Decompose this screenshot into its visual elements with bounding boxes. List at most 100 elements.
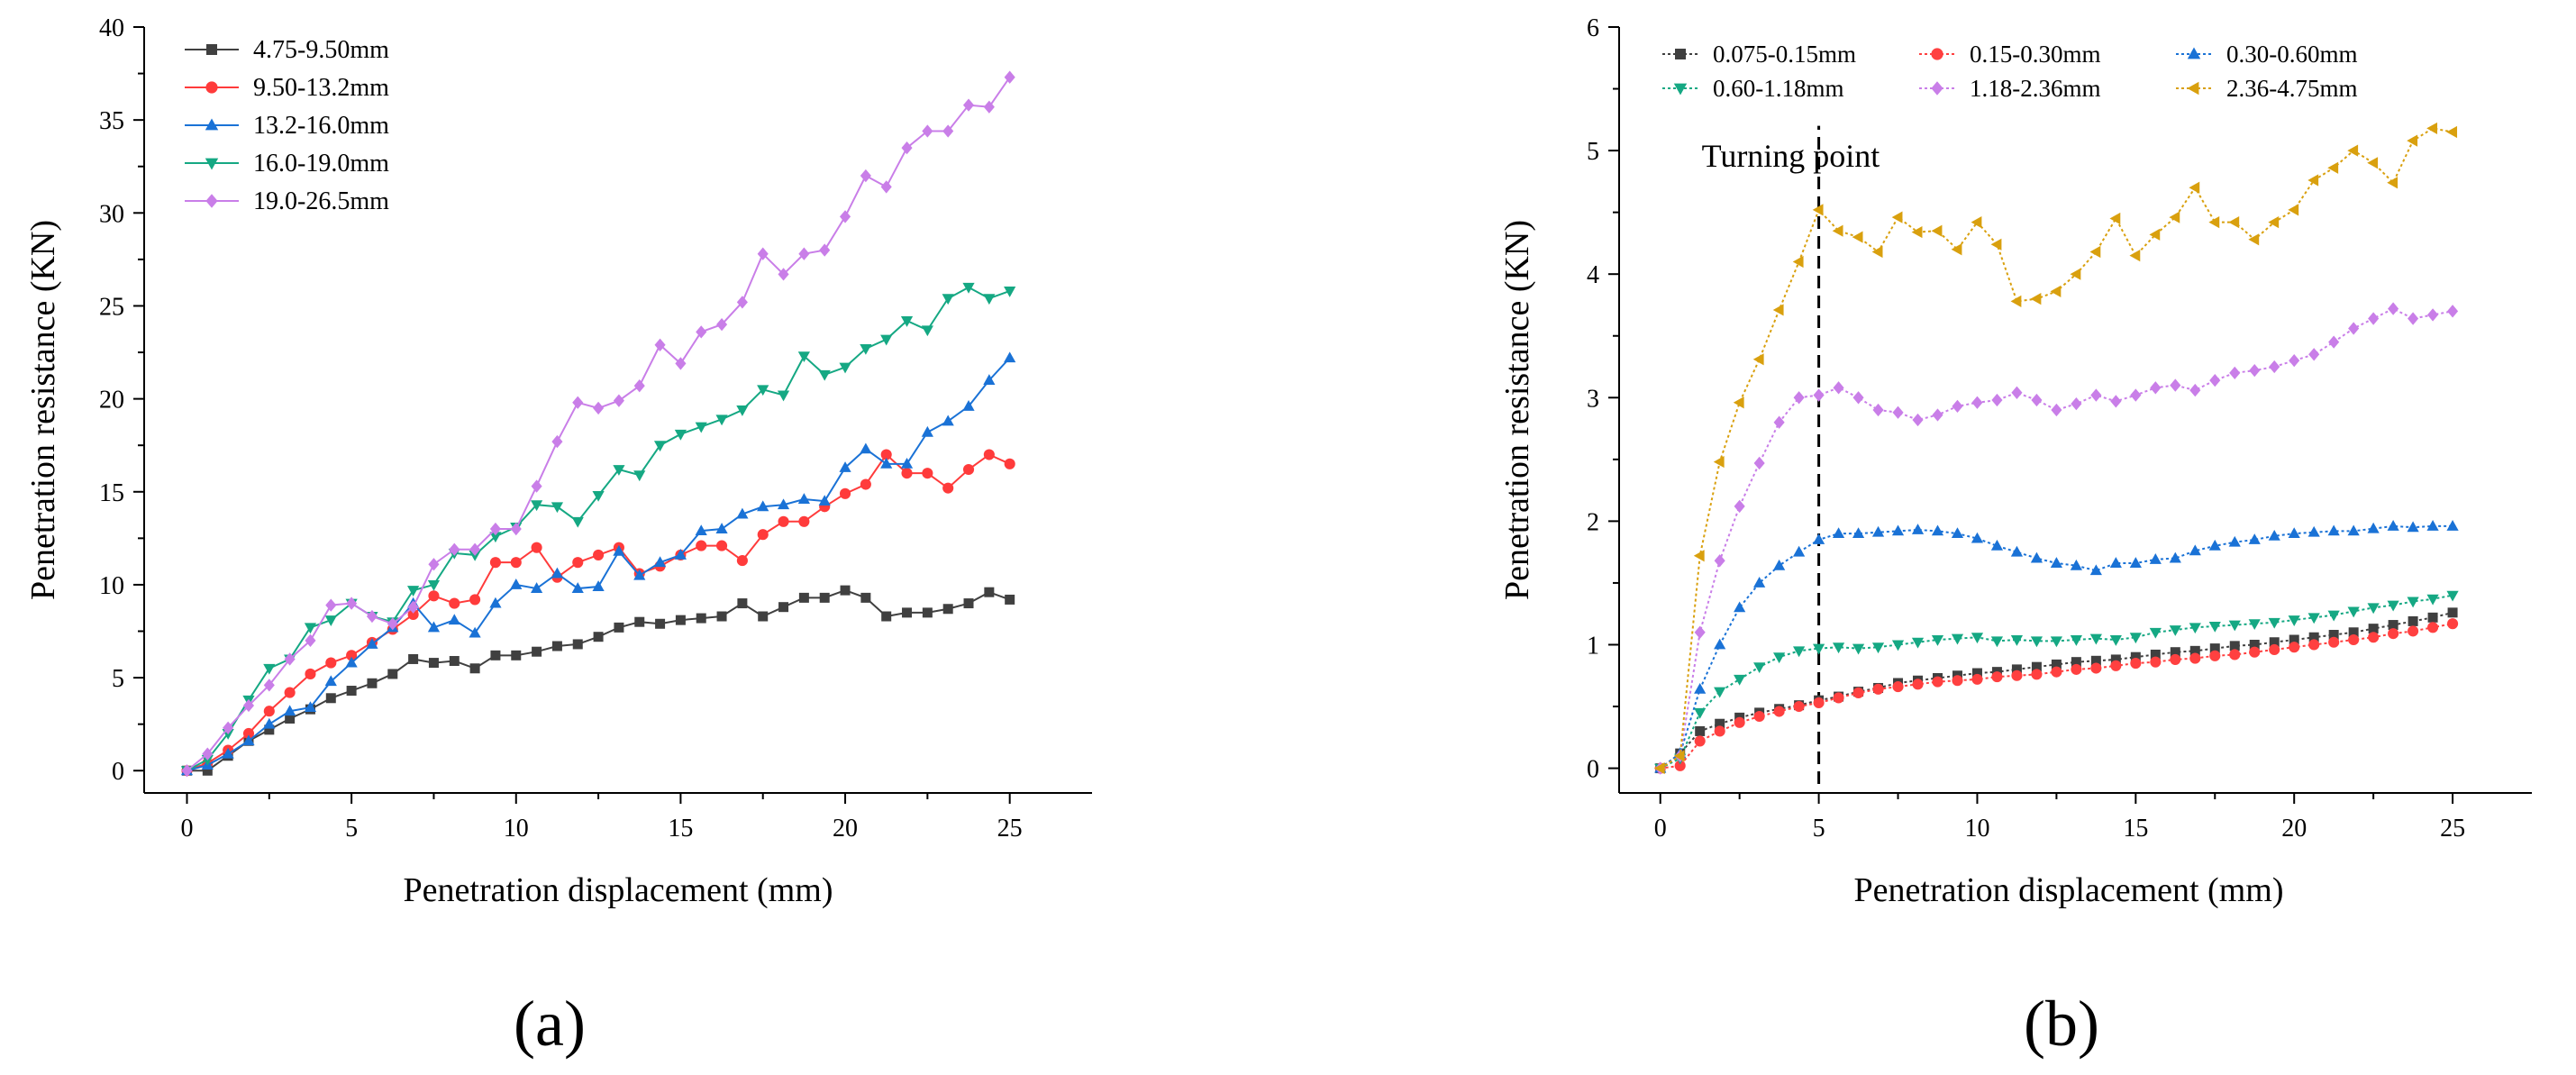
data-point xyxy=(1911,637,1925,649)
data-point xyxy=(881,611,892,622)
data-point xyxy=(2447,618,2459,630)
data-point xyxy=(324,615,337,627)
data-point xyxy=(325,657,337,669)
x-tick-label: 20 xyxy=(2281,815,2307,843)
data-point xyxy=(1715,718,1725,729)
data-point xyxy=(264,724,275,735)
legend: 0.075-0.15mm 0.15-0.30mm 0.30-0.60mm 0.60-1… xyxy=(1662,41,2358,102)
data-point xyxy=(1813,388,1825,402)
data-point xyxy=(757,247,769,260)
data-point xyxy=(1872,683,1884,695)
data-point xyxy=(2089,633,2102,645)
data-point xyxy=(2368,312,2380,325)
data-point xyxy=(2030,293,2042,305)
data-point xyxy=(2150,381,2162,395)
legend-label: 0.075-0.15mm xyxy=(1713,41,1856,68)
data-point xyxy=(2208,621,2221,633)
data-point xyxy=(2089,564,2102,576)
data-point xyxy=(798,247,810,260)
data-point xyxy=(1832,224,1843,237)
chart-panel-b: 0 5 10 15 20 25 0 1 2 3 4 5 6 Penetration displacemen… xyxy=(1498,14,2532,1060)
data-point xyxy=(2110,395,2122,408)
data-point xyxy=(305,633,316,647)
data-point xyxy=(2189,181,2200,194)
data-point xyxy=(2268,529,2280,541)
data-point xyxy=(757,385,769,396)
series-0.15-0.30mm xyxy=(1654,618,2459,774)
data-point xyxy=(715,523,728,533)
data-point xyxy=(675,357,687,370)
data-point xyxy=(1773,415,1785,429)
data-point xyxy=(1772,304,1784,316)
series-0.30-0.60mm xyxy=(1654,519,2459,773)
x-tick-label: 10 xyxy=(1964,815,1989,843)
data-point xyxy=(2208,539,2221,551)
data-point xyxy=(449,542,460,556)
data-point xyxy=(778,268,789,281)
data-point xyxy=(571,582,584,594)
series-1.18-2.36mm xyxy=(1654,302,2459,775)
data-point xyxy=(942,294,954,305)
data-point xyxy=(1912,679,1924,690)
legend-label: 9.50-13.2mm xyxy=(253,74,389,102)
data-point xyxy=(839,487,851,499)
data-point xyxy=(2446,125,2458,139)
x-tick-label: 25 xyxy=(2440,815,2465,843)
data-point xyxy=(325,598,337,612)
data-point xyxy=(2307,525,2320,537)
legend-label: 0.60-1.18mm xyxy=(1713,75,1844,102)
data-point xyxy=(1733,396,1744,409)
y-tick-label: 20 xyxy=(99,387,124,415)
data-point xyxy=(1004,287,1016,297)
data-point xyxy=(263,663,276,675)
data-point xyxy=(2050,285,2062,297)
data-point xyxy=(284,687,296,698)
data-point xyxy=(716,317,728,332)
data-point xyxy=(1714,687,1726,698)
y-tick-label: 15 xyxy=(99,479,124,507)
legend-label: 13.2-16.0mm xyxy=(253,112,389,140)
data-point xyxy=(2169,211,2180,223)
data-point xyxy=(1852,231,1863,243)
data-point xyxy=(839,461,851,472)
data-point xyxy=(2447,305,2459,318)
data-point xyxy=(1694,682,1707,694)
data-point xyxy=(1951,527,1964,539)
data-point xyxy=(2070,635,2082,646)
x-tick-label: 20 xyxy=(833,815,858,843)
data-point xyxy=(572,557,584,569)
panel-label: (b) xyxy=(2024,988,2099,1060)
data-point xyxy=(2327,161,2339,174)
data-point xyxy=(1871,525,1885,537)
data-point xyxy=(2308,348,2320,361)
data-point xyxy=(653,441,667,452)
data-point xyxy=(1693,550,1705,562)
data-point xyxy=(1713,455,1725,469)
series-0.075-0.15mm xyxy=(1655,607,2458,774)
data-point xyxy=(592,490,605,502)
data-point xyxy=(2426,122,2438,135)
data-point xyxy=(1951,243,1962,256)
data-point xyxy=(387,669,398,679)
data-point xyxy=(922,468,933,479)
data-point xyxy=(880,334,893,346)
data-point xyxy=(777,498,790,510)
data-point xyxy=(428,658,439,669)
data-point xyxy=(531,479,542,493)
data-point xyxy=(695,524,707,536)
data-point xyxy=(2150,649,2161,660)
data-point xyxy=(2170,378,2181,392)
data-point xyxy=(922,607,933,618)
legend-label: 1.18-2.36mm xyxy=(1970,75,2101,102)
legend-marker xyxy=(205,81,218,94)
data-point xyxy=(2011,386,2023,399)
y-tick-label: 25 xyxy=(99,293,124,321)
series-line xyxy=(1660,307,2453,770)
data-point xyxy=(984,587,995,597)
data-point xyxy=(1734,601,1746,613)
data-point xyxy=(2289,354,2300,368)
data-point xyxy=(613,544,625,556)
data-point xyxy=(1793,545,1806,557)
y-tick-label: 3 xyxy=(1587,385,1599,413)
data-point xyxy=(489,532,502,543)
